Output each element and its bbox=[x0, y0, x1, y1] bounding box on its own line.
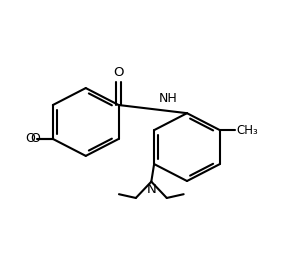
Text: CH₃: CH₃ bbox=[237, 124, 258, 137]
Text: O: O bbox=[30, 132, 40, 146]
Text: NH: NH bbox=[158, 92, 177, 105]
Text: N: N bbox=[147, 183, 156, 196]
Text: O: O bbox=[113, 66, 124, 79]
Text: O: O bbox=[25, 132, 35, 146]
